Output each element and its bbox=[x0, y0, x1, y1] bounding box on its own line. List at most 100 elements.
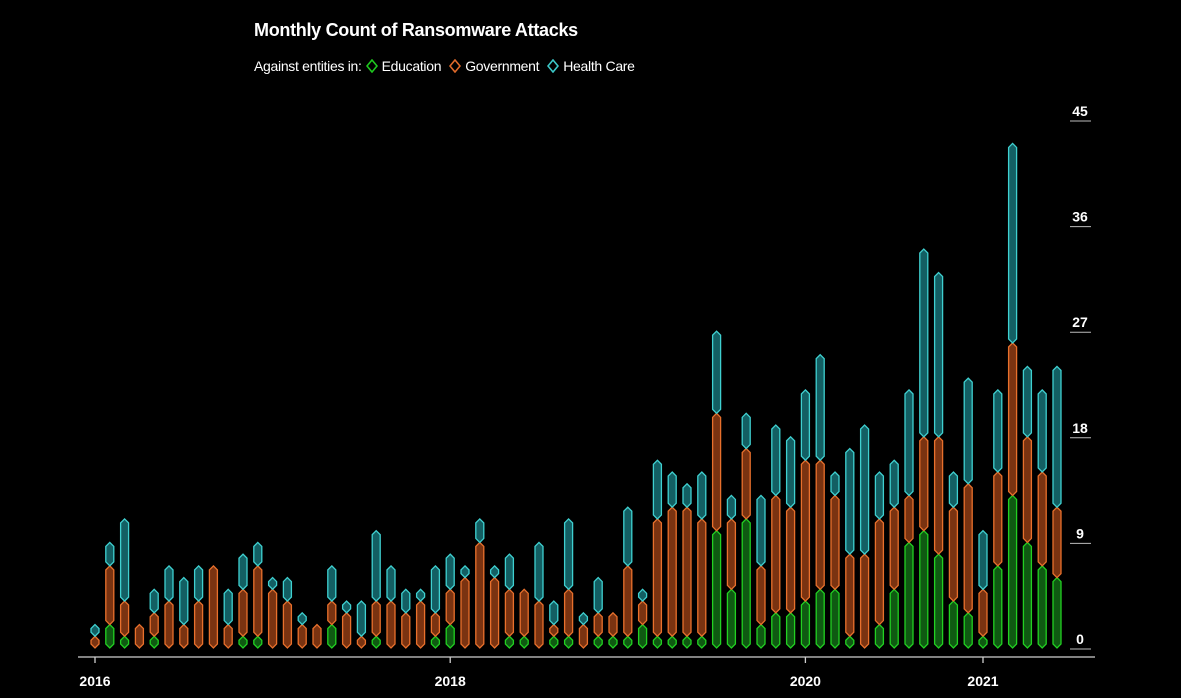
bar-segment-education bbox=[1009, 495, 1017, 648]
bar-segment-education bbox=[1038, 566, 1046, 648]
bar-segment-education bbox=[668, 636, 676, 648]
bar-segment-education bbox=[254, 636, 262, 648]
bar-segment-health-care bbox=[742, 413, 750, 448]
bar-segment-education bbox=[935, 554, 943, 648]
bar-segment-education bbox=[150, 636, 158, 648]
bar-segment-education bbox=[639, 625, 647, 648]
bar-segment-education bbox=[949, 601, 957, 648]
bar-segment-health-care bbox=[964, 378, 972, 484]
bar-segment-government bbox=[579, 625, 587, 648]
bar-segment-health-care bbox=[446, 554, 454, 589]
y-tick-label: 0 bbox=[1076, 631, 1084, 647]
bar-segment-education bbox=[624, 636, 632, 648]
bar-segment-education bbox=[816, 589, 824, 648]
bar-segment-health-care bbox=[565, 519, 573, 589]
bar-segment-government bbox=[653, 519, 661, 636]
bar-segment-government bbox=[787, 507, 795, 613]
bar-segment-health-care bbox=[772, 425, 780, 495]
bar-segment-health-care bbox=[668, 472, 676, 507]
bar-segment-health-care bbox=[935, 273, 943, 437]
bar-segment-government bbox=[801, 460, 809, 601]
bar-segment-government bbox=[417, 601, 425, 648]
bar-segment-health-care bbox=[1053, 366, 1061, 507]
bar-segment-government bbox=[209, 566, 217, 648]
bar-segment-education bbox=[713, 531, 721, 648]
bar-segment-health-care bbox=[994, 390, 1002, 472]
bar-segment-health-care bbox=[195, 566, 203, 601]
bar-segment-education bbox=[772, 613, 780, 648]
bar-segment-government bbox=[180, 625, 188, 648]
bar-segment-education bbox=[505, 636, 513, 648]
bar-segment-education bbox=[239, 636, 247, 648]
bar-segment-government bbox=[861, 554, 869, 648]
bar-segment-health-care bbox=[639, 589, 647, 601]
bar-segment-education bbox=[757, 625, 765, 648]
bar-segment-education bbox=[698, 636, 706, 648]
bar-segment-health-care bbox=[372, 531, 380, 601]
bar-segment-health-care bbox=[402, 589, 410, 612]
bar-segment-education bbox=[994, 566, 1002, 648]
bar-segment-education bbox=[372, 636, 380, 648]
bar-segment-health-care bbox=[491, 566, 499, 578]
bar-segment-health-care bbox=[283, 578, 291, 601]
bar-segment-government bbox=[239, 589, 247, 636]
bar-segment-government bbox=[402, 613, 410, 648]
bar-segment-health-care bbox=[816, 355, 824, 461]
bar-segment-government bbox=[742, 449, 750, 519]
bar-segment-government bbox=[846, 554, 854, 636]
bar-segment-health-care bbox=[91, 625, 99, 637]
bar-segment-education bbox=[121, 636, 129, 648]
bar-segment-health-care bbox=[787, 437, 795, 507]
y-tick-label: 36 bbox=[1072, 209, 1088, 225]
bar-segment-government bbox=[224, 625, 232, 648]
bar-segment-government bbox=[565, 589, 573, 636]
bar-segment-government bbox=[594, 613, 602, 636]
bar-segment-government bbox=[520, 589, 528, 636]
bar-segment-government bbox=[150, 613, 158, 636]
bar-segment-health-care bbox=[594, 578, 602, 613]
bar-segment-education bbox=[520, 636, 528, 648]
bar-segment-health-care bbox=[505, 554, 513, 589]
bar-segment-government bbox=[91, 636, 99, 648]
bar-segment-health-care bbox=[550, 601, 558, 624]
bar-segment-health-care bbox=[417, 589, 425, 601]
bar-segment-education bbox=[106, 625, 114, 648]
bar-segment-government bbox=[343, 613, 351, 648]
y-tick-label: 27 bbox=[1072, 314, 1088, 330]
bar-segment-health-care bbox=[890, 460, 898, 507]
bar-segment-health-care bbox=[846, 449, 854, 555]
bar-segment-government bbox=[698, 519, 706, 636]
bar-segment-health-care bbox=[979, 531, 987, 590]
bar-segment-government bbox=[935, 437, 943, 554]
bar-segment-education bbox=[683, 636, 691, 648]
x-tick-label: 2018 bbox=[435, 673, 466, 689]
bar-segment-government bbox=[979, 589, 987, 636]
bar-segment-health-care bbox=[180, 578, 188, 625]
bar-segment-government bbox=[195, 601, 203, 648]
bar-segment-health-care bbox=[239, 554, 247, 589]
bar-segment-health-care bbox=[698, 472, 706, 519]
bar-segment-government bbox=[254, 566, 262, 636]
bar-segment-health-care bbox=[727, 495, 735, 518]
bar-segment-health-care bbox=[121, 519, 129, 601]
bar-segment-government bbox=[491, 578, 499, 648]
bar-segment-education bbox=[653, 636, 661, 648]
bar-segment-education bbox=[328, 625, 336, 648]
x-tick-label: 2020 bbox=[790, 673, 821, 689]
bar-segment-health-care bbox=[801, 390, 809, 460]
bar-segment-government bbox=[727, 519, 735, 589]
bar-segment-health-care bbox=[1009, 143, 1017, 342]
x-tick-label: 2016 bbox=[79, 673, 110, 689]
bar-segment-government bbox=[372, 601, 380, 636]
bar-segment-education bbox=[787, 613, 795, 648]
bar-segment-government bbox=[949, 507, 957, 601]
y-tick-label: 18 bbox=[1072, 420, 1088, 436]
bar-segment-government bbox=[357, 636, 365, 648]
bar-segment-government bbox=[905, 495, 913, 542]
bar-segment-education bbox=[979, 636, 987, 648]
bar-segment-health-care bbox=[905, 390, 913, 496]
bar-segment-government bbox=[313, 625, 321, 648]
bar-segment-government bbox=[994, 472, 1002, 566]
bar-segment-education bbox=[920, 531, 928, 648]
